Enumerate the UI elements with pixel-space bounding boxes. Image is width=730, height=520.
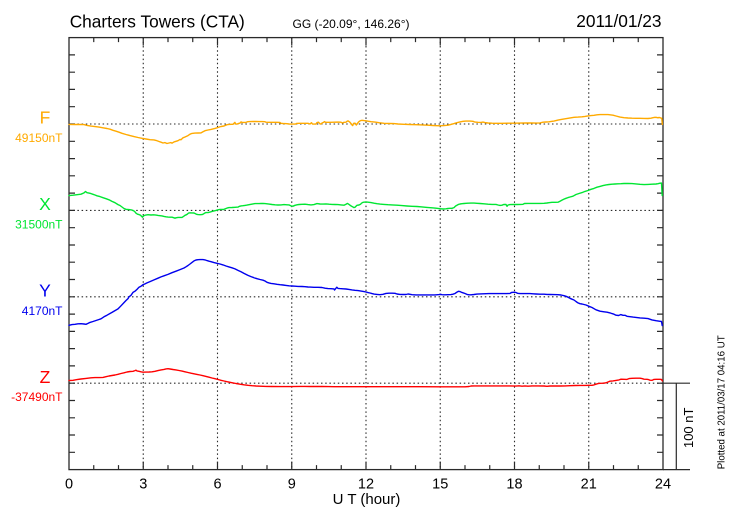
svg-text:2011/01/23: 2011/01/23 — [576, 11, 661, 31]
svg-text:9: 9 — [288, 477, 296, 493]
svg-text:Z: Z — [40, 367, 51, 387]
svg-text:GG (-20.09°, 146.26°): GG (-20.09°, 146.26°) — [293, 17, 410, 31]
svg-text:Charters Towers (CTA): Charters Towers (CTA) — [70, 12, 245, 32]
svg-text:15: 15 — [432, 477, 448, 493]
svg-text:Y: Y — [39, 280, 51, 300]
svg-text:-37490nT: -37490nT — [11, 390, 63, 404]
svg-text:F: F — [40, 108, 51, 128]
svg-text:Plotted at 2011/03/17 04:16 UT: Plotted at 2011/03/17 04:16 UT — [717, 335, 728, 469]
svg-text:0: 0 — [65, 477, 73, 493]
svg-text:X: X — [39, 194, 51, 214]
svg-text:18: 18 — [506, 477, 522, 493]
svg-text:21: 21 — [581, 477, 597, 493]
svg-text:U T (hour): U T (hour) — [333, 491, 401, 508]
svg-text:24: 24 — [655, 477, 671, 493]
svg-text:4170nT: 4170nT — [22, 304, 63, 318]
svg-text:49150nT: 49150nT — [15, 131, 63, 145]
svg-text:100 nT: 100 nT — [681, 408, 696, 449]
svg-text:12: 12 — [358, 477, 374, 493]
svg-text:6: 6 — [213, 477, 221, 493]
svg-text:31500nT: 31500nT — [15, 217, 63, 231]
svg-text:3: 3 — [139, 477, 147, 493]
